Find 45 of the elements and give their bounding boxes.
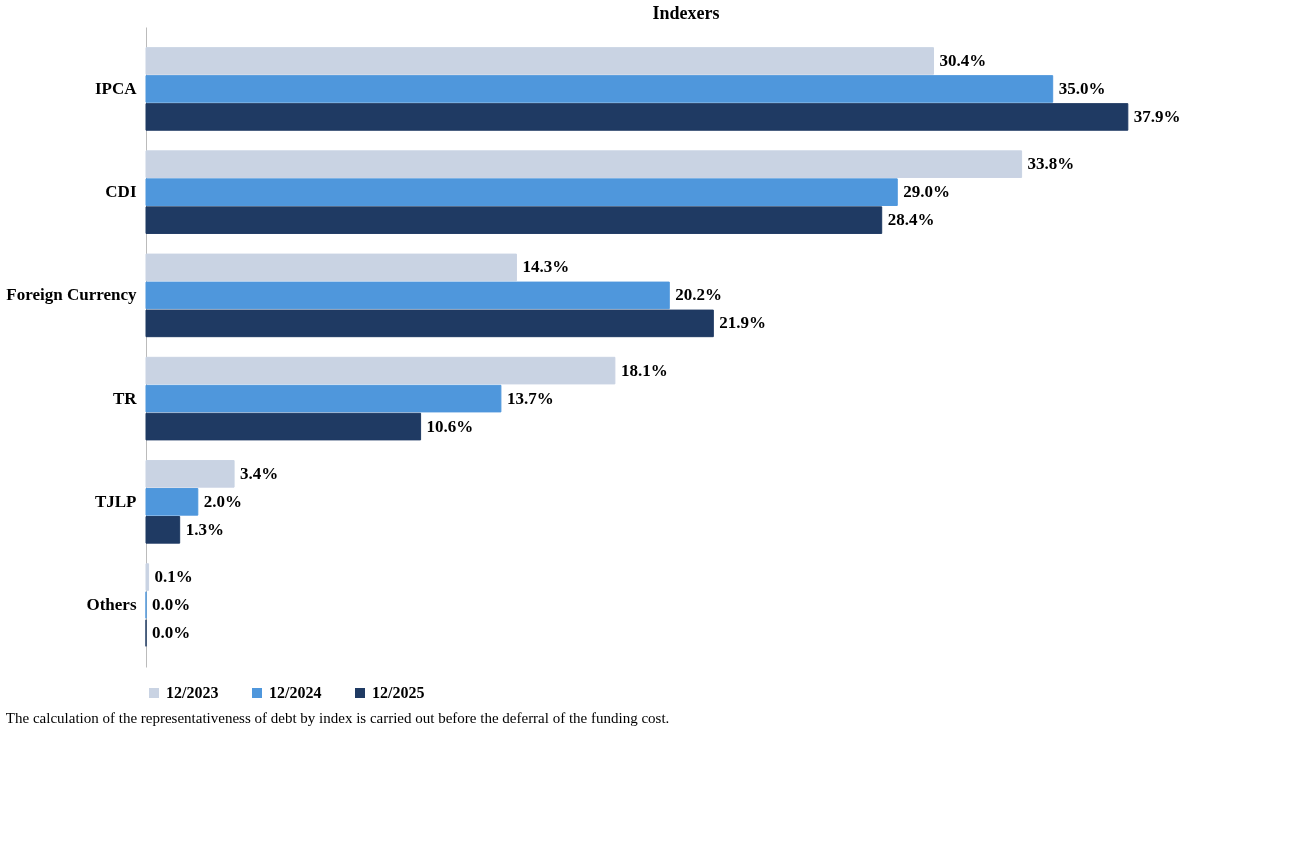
data-label: 37.9%: [1133, 106, 1181, 126]
y-tick-label: IPCA: [94, 78, 138, 98]
bar: [145, 412, 422, 441]
data-label: 2.0%: [203, 491, 243, 511]
y-tick-label: TJLP: [94, 491, 137, 511]
bar: [145, 356, 616, 385]
bar: [145, 281, 670, 310]
data-label: 28.4%: [887, 210, 935, 230]
bar: [145, 150, 1023, 178]
data-label: 10.6%: [426, 416, 474, 436]
data-label: 20.2%: [675, 285, 723, 305]
data-label: 21.9%: [719, 313, 767, 333]
data-label: 30.4%: [939, 50, 987, 70]
bar: [145, 488, 199, 516]
y-tick-label: CDI: [105, 182, 137, 202]
data-label: 14.3%: [522, 257, 570, 277]
data-label: 0.0%: [152, 623, 191, 643]
data-label: 35.0%: [1058, 78, 1106, 98]
data-label: 13.7%: [506, 388, 554, 408]
bar: [145, 460, 235, 488]
data-label: 33.8%: [1027, 154, 1075, 174]
y-tick-label: TR: [112, 388, 138, 408]
legend-label: 12/2023: [166, 684, 219, 701]
data-label: 0.0%: [152, 595, 191, 615]
bar: [145, 253, 517, 282]
bar: [145, 384, 502, 413]
data-label: 0.1%: [154, 567, 193, 587]
bar: [145, 47, 935, 75]
bar: [145, 563, 150, 591]
bar: [145, 206, 883, 234]
bar: [145, 103, 1129, 131]
text: The calculation of the representativeness of debt by index is carried out before the deferral of the funding cost.: [5, 710, 670, 726]
data-label: 29.0%: [903, 182, 951, 202]
bar: [145, 309, 714, 338]
legend-label: 12/2025: [372, 684, 425, 701]
y-tick-label: Foreign Currency: [6, 285, 137, 305]
legend-label: 12/2024: [269, 684, 322, 701]
bar: [145, 75, 1054, 103]
y-tick-label: Others: [86, 595, 137, 615]
data-label: 3.4%: [240, 463, 279, 483]
data-label: 18.1%: [620, 360, 668, 380]
chart-title: Indexers: [652, 3, 720, 23]
data-label: 1.3%: [185, 519, 224, 539]
bar: [145, 516, 181, 544]
bar: [145, 178, 898, 206]
